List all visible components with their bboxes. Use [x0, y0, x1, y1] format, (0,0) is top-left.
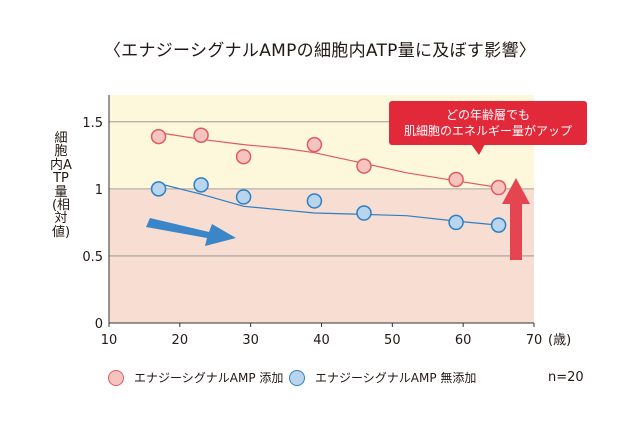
data-point-series-1-2 — [235, 189, 252, 205]
legend-swatch-without-amp — [289, 369, 305, 386]
x-tick-label-10: 10 — [101, 333, 118, 348]
data-point-series-1-0 — [150, 181, 167, 197]
legend-item-with-amp: エナジーシグナルAMP 添加 — [108, 369, 283, 386]
data-point-series-1-4 — [356, 205, 372, 221]
data-point-series-1-3 — [306, 193, 323, 209]
data-point-series-0-5 — [448, 171, 464, 188]
data-point-series-1-6 — [490, 217, 507, 233]
chart-title: 〈エナジーシグナルAMPの細胞内ATP量に及ぼす影響〉 — [103, 41, 537, 61]
legend-swatch-with-amp — [108, 369, 124, 386]
x-tick-label-30: 30 — [242, 333, 259, 348]
data-point-series-0-4 — [356, 158, 372, 174]
data-point-series-0-0 — [150, 128, 167, 145]
sample-size: n=20 — [548, 370, 584, 385]
x-tick-label-70: 70 — [526, 333, 543, 348]
x-tick-label-40: 40 — [313, 333, 330, 348]
callout-line-1: どの年齢層でも — [445, 108, 530, 122]
x-tick-label-60: 60 — [455, 333, 472, 348]
decline-arrow — [146, 218, 236, 246]
legend-label-with-amp: エナジーシグナルAMP 添加 — [134, 371, 284, 385]
data-point-series-1-5 — [448, 214, 464, 231]
data-point-series-0-6 — [490, 179, 507, 196]
data-point-series-0-1 — [193, 127, 209, 143]
callout-line-2: 肌細胞のエネルギー量がアップ — [403, 124, 572, 138]
data-point-series-0-2 — [235, 148, 252, 165]
y-tick-label-1: 0.5 — [82, 250, 103, 265]
legend-item-without-amp: エナジーシグナルAMP 無添加 — [289, 369, 476, 386]
x-axis-unit: (歳) — [548, 333, 571, 348]
callout-bubble: どの年齢層でも 肌細胞のエネルギー量がアップ — [389, 101, 587, 155]
y-tick-label-2: 1 — [95, 183, 103, 198]
increase-arrow — [502, 178, 530, 260]
trend-line-series-1 — [158, 182, 499, 226]
y-tick-label-0: 0 — [95, 317, 103, 332]
data-point-series-1-1 — [193, 177, 209, 193]
legend-label-without-amp: エナジーシグナルAMP 無添加 — [315, 371, 477, 385]
y-tick-label-3: 1.5 — [82, 116, 103, 131]
data-point-series-0-3 — [306, 136, 323, 153]
trend-line-series-0 — [158, 132, 499, 189]
x-tick-label-50: 50 — [384, 333, 401, 348]
y-axis-label: 細胞内ATP量(相対値) — [50, 131, 72, 240]
x-tick-label-20: 20 — [172, 333, 189, 348]
